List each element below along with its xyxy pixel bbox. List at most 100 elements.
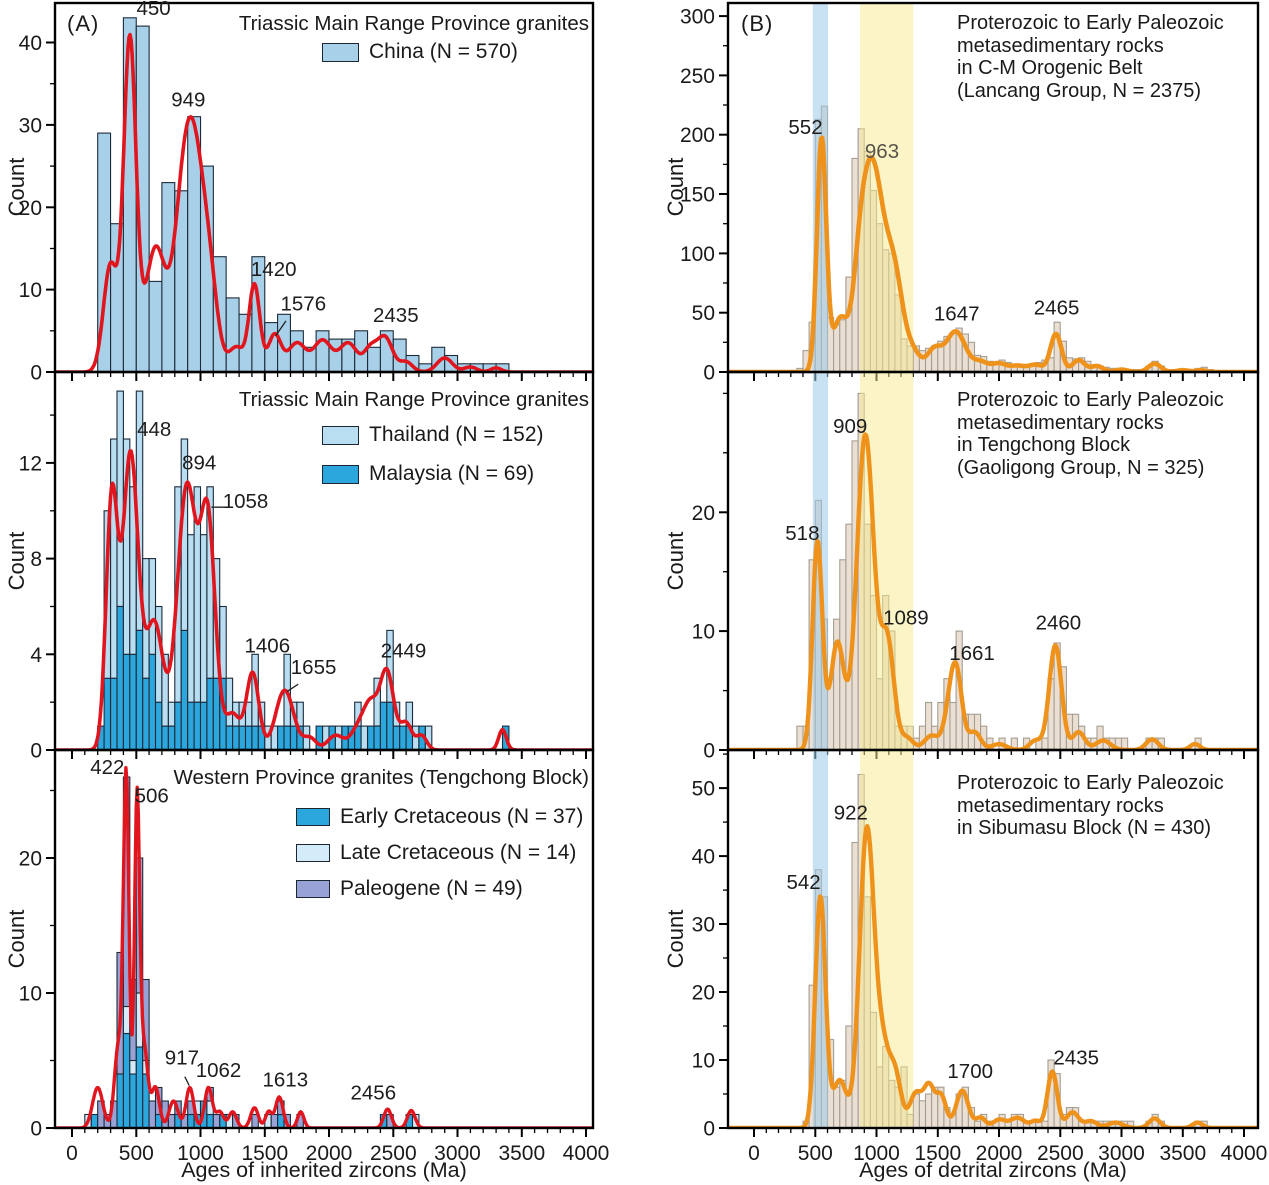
- bar-A2-thailand-2250: [360, 725, 369, 750]
- panel-a3-legend-late-cretaceous: Late Cretaceous (N = 14): [296, 841, 576, 865]
- peak-label-B3-922: 922: [834, 802, 868, 825]
- bar-A1-china-600: [148, 280, 163, 372]
- panel-b3-title: Proterozoic to Early Paleozoic metasedim…: [957, 772, 1224, 840]
- bar-A3-paleogene-1100: [212, 1113, 221, 1128]
- bar-A1-china-2300: [367, 346, 382, 372]
- panel-b3-title-line2: metasedimentary rocks: [957, 794, 1164, 817]
- peak-label-A1-2435: 2435: [373, 304, 419, 327]
- peak-leader-A2-1655: [286, 683, 299, 692]
- y-tick-label-B1-150: 150: [680, 184, 715, 207]
- x-tick-label-A3-2000: 2000: [306, 1142, 353, 1165]
- frame-A3: [53, 748, 595, 1130]
- y-tick-label-B1-250: 250: [680, 65, 715, 88]
- peak-label-A3-422: 422: [90, 756, 124, 779]
- bar-A2-malaysia-1600: [277, 725, 285, 750]
- bar-A3-early-cretaceous-1050: [206, 1113, 214, 1128]
- panel-a1-title: Triassic Main Range Province granites: [238, 12, 589, 35]
- peak-labels-B2: 518 909 1089 1661 2460: [785, 415, 1081, 665]
- bar-A2-malaysia-900: [187, 701, 195, 750]
- y-tick-label-B2-20: 20: [692, 502, 715, 525]
- kde-curve-B2: [728, 432, 1258, 750]
- bar-B2-gaoligong-group-1400: [924, 701, 933, 750]
- panel-B1: 0 50 100 150 200 250 300 552 963 1647 2465: [680, 1, 1260, 385]
- bar-A2-malaysia-2300: [367, 725, 375, 750]
- y-tick-label-A3-10: 10: [19, 983, 42, 1006]
- y-tick-label-A3-20: 20: [19, 848, 42, 871]
- y-tick-label-B3-0: 0: [703, 1118, 715, 1141]
- y-tick-label-B3-20: 20: [692, 982, 715, 1005]
- y-tick-label-B2-10: 10: [692, 621, 715, 644]
- y-tick-label-B1-300: 300: [680, 6, 715, 29]
- legend-swatch-malaysia: [322, 464, 359, 484]
- panel-b1-title-line2: metasedimentary rocks: [957, 34, 1164, 57]
- panel-a3-legend-early-cretaceous: Early Cretaceous (N = 37): [296, 805, 583, 829]
- x-tick-label-B3-4000: 4000: [1221, 1142, 1268, 1165]
- bar-A2-malaysia-1100: [212, 677, 221, 750]
- panel-b1-title-line1: Proterozoic to Early Paleozoic: [957, 12, 1224, 34]
- peak-leader-A1-1576: [275, 320, 287, 337]
- y-tick-label-A3-0: 0: [30, 1118, 42, 1141]
- bar-A2-malaysia-2450: [386, 701, 394, 750]
- y-tick-label-A2-4: 4: [30, 644, 42, 667]
- panel-A1: 0 10 20 30 40 450 949 1420 1576 2435: [19, 0, 595, 385]
- bar-A3-paleogene-1400: [251, 1113, 259, 1128]
- peak-label-A1-949: 949: [171, 88, 205, 111]
- yellow-age-band-B2: [860, 372, 914, 750]
- y-tick-label-A2-12: 12: [19, 452, 42, 475]
- peak-label-B2-1089: 1089: [883, 607, 929, 630]
- x-tick-label-A3-1500: 1500: [241, 1142, 288, 1165]
- bar-A3-paleogene-750: [167, 1113, 176, 1128]
- peak-label-B1-552: 552: [788, 116, 822, 139]
- y-tick-label-A1-40: 40: [19, 32, 42, 55]
- bar-A2-malaysia-950: [193, 701, 202, 750]
- bar-A2-malaysia-1300: [238, 725, 247, 750]
- bar-A3-early-cretaceous-400: [122, 1032, 131, 1128]
- x-tick-label-B3-3000: 3000: [1098, 1142, 1145, 1165]
- x-tick-label-B3-500: 500: [798, 1142, 833, 1165]
- y-axis-title-b3: Count: [663, 909, 688, 969]
- bar-A2-thailand-750: [167, 701, 176, 727]
- bar-A3-late-cretaceous-400: [122, 1005, 131, 1035]
- peak-label-A2-448: 448: [137, 418, 171, 441]
- y-axis-title-a3: Count: [4, 909, 29, 969]
- bar-B3-sibumasu-block-1400: [924, 1093, 933, 1128]
- legend-swatch-thailand: [322, 425, 359, 445]
- bar-A2-malaysia-1000: [199, 701, 208, 750]
- y-tick-label-B3-40: 40: [692, 846, 715, 869]
- bar-A2-malaysia-650: [154, 701, 163, 750]
- bar-A2-thailand-1750: [296, 701, 304, 727]
- peak-leader-A3-917: [184, 1076, 190, 1086]
- panel-a2-legend-malaysia: Malaysia (N = 69): [322, 462, 534, 486]
- peak-label-A2-1058: 1058: [223, 490, 269, 513]
- x-tick-label-A3-2500: 2500: [370, 1142, 417, 1165]
- x-tick-label-B3-2500: 2500: [1037, 1142, 1084, 1165]
- bar-B2-gaoligong-group-1450: [931, 725, 939, 750]
- peak-label-A3-1062: 1062: [196, 1059, 242, 1082]
- panel-b2-title: Proterozoic to Early Paleozoic metasedim…: [957, 389, 1224, 479]
- x-axis-title-right: Ages of detrital zircons (Ma): [859, 1158, 1127, 1182]
- x-tick-label-B3-1500: 1500: [914, 1142, 961, 1165]
- y-tick-label-B1-100: 100: [680, 243, 715, 266]
- legend-swatch-china: [322, 42, 359, 62]
- peak-label-A3-506: 506: [135, 784, 169, 807]
- x-ticks-A2: [71, 750, 587, 759]
- peak-label-B2-2460: 2460: [1036, 611, 1082, 634]
- peak-label-A3-1613: 1613: [262, 1069, 308, 1092]
- bar-A2-malaysia-700: [161, 725, 169, 750]
- peak-label-A2-1655: 1655: [291, 656, 337, 679]
- peak-labels-B1: 552 963 1647 2465: [788, 116, 1079, 325]
- peak-label-A1-1420: 1420: [251, 258, 297, 281]
- peak-label-A1-450: 450: [136, 0, 170, 20]
- peak-label-B3-542: 542: [786, 871, 820, 894]
- panel-letter-a: (A): [67, 11, 100, 36]
- blue-age-band-B3: [812, 750, 829, 1128]
- legend-swatch-late-cretaceous: [296, 844, 330, 862]
- peak-label-B2-518: 518: [785, 522, 819, 545]
- bar-B1-lancang-group-700: [839, 319, 847, 372]
- kde-curve-A2: [55, 449, 593, 750]
- bar-A3-early-cretaceous-150: [90, 1113, 99, 1128]
- bar-A2-malaysia-1200: [225, 725, 234, 750]
- y-ticks-B3: 0 10 20 30 40 50: [692, 753, 728, 1141]
- legend-label-early-cretaceous: Early Cretaceous (N = 37): [340, 805, 584, 828]
